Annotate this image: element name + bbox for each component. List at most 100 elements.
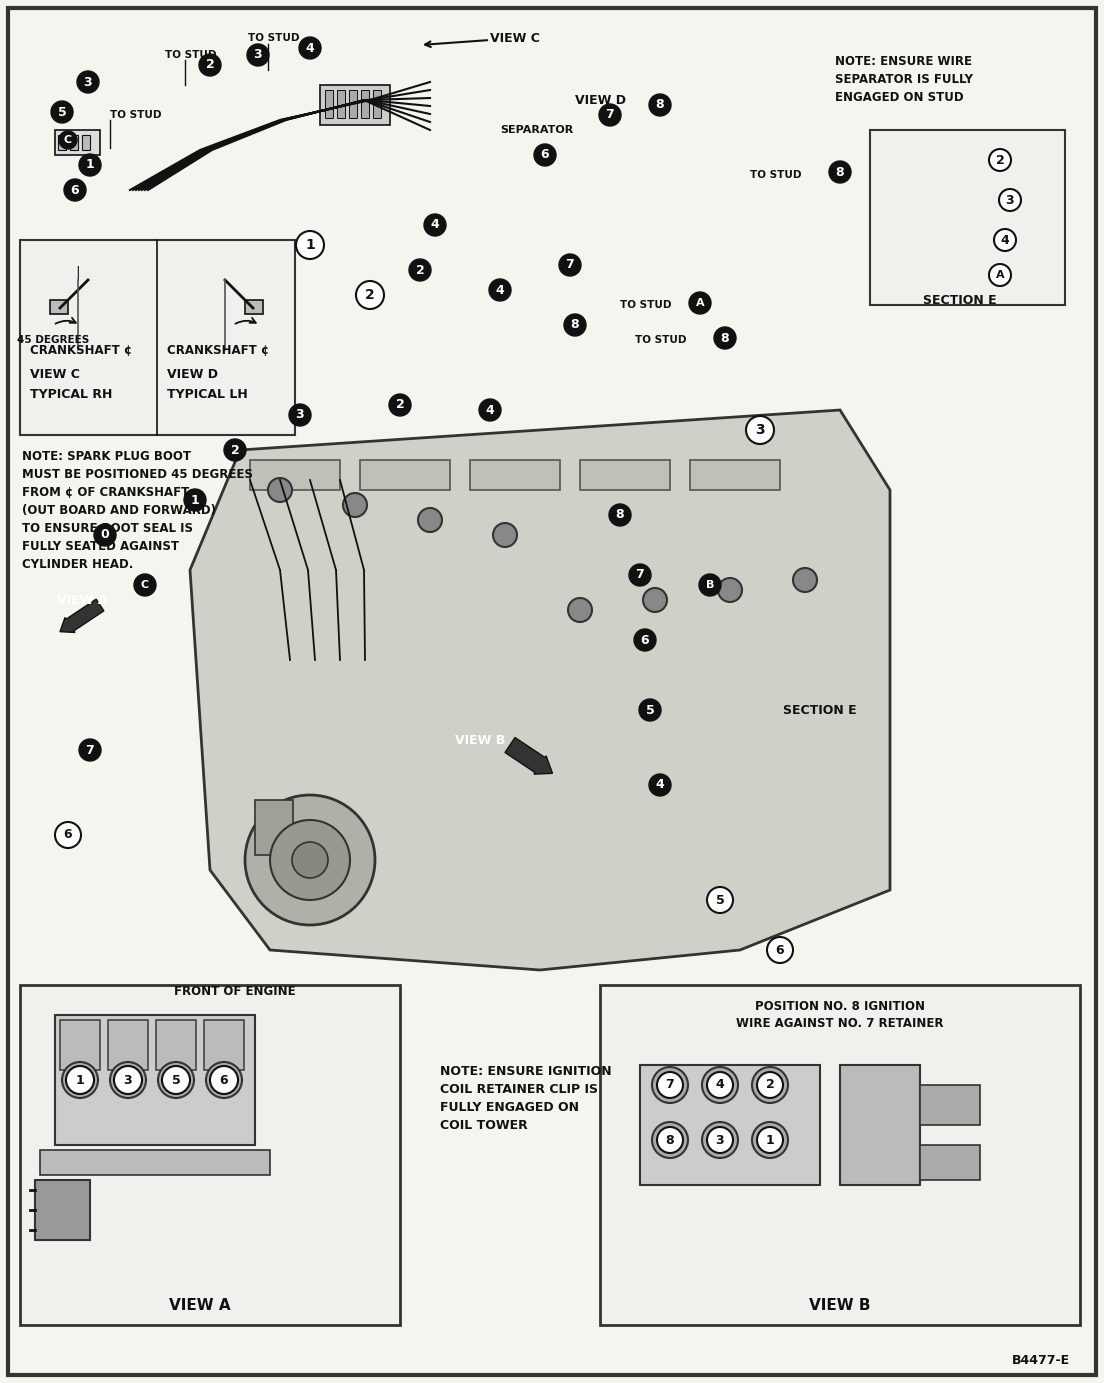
Circle shape	[999, 189, 1021, 212]
Circle shape	[162, 1066, 190, 1094]
Circle shape	[94, 524, 116, 546]
Bar	[245, 300, 263, 314]
Circle shape	[268, 479, 291, 502]
Bar	[840, 1065, 920, 1185]
Text: NOTE: ENSURE IGNITION
COIL RETAINER CLIP IS
FULLY ENGAGED ON
COIL TOWER: NOTE: ENSURE IGNITION COIL RETAINER CLIP…	[440, 1065, 612, 1133]
Bar	[250, 461, 340, 490]
Text: TO STUD: TO STUD	[620, 300, 671, 310]
Circle shape	[245, 795, 375, 925]
Bar	[40, 1151, 270, 1176]
Circle shape	[634, 629, 656, 651]
Text: 6: 6	[776, 943, 784, 957]
Circle shape	[210, 1066, 238, 1094]
Text: TO STUD: TO STUD	[164, 50, 216, 59]
Bar	[70, 136, 78, 149]
Circle shape	[79, 739, 100, 761]
Circle shape	[291, 842, 328, 878]
Text: FRONT OF ENGINE: FRONT OF ENGINE	[174, 985, 296, 999]
Text: VIEW D: VIEW D	[575, 94, 626, 106]
Circle shape	[59, 131, 77, 149]
Circle shape	[702, 1122, 737, 1158]
Text: C: C	[64, 136, 72, 145]
Circle shape	[599, 104, 620, 126]
Circle shape	[757, 1072, 783, 1098]
Text: VIEW C: VIEW C	[490, 32, 540, 44]
Text: SECTION E: SECTION E	[923, 293, 997, 307]
Text: 8: 8	[656, 98, 665, 112]
Text: 4: 4	[496, 284, 505, 296]
Text: 2: 2	[205, 58, 214, 72]
Text: 3: 3	[1006, 194, 1015, 206]
Bar	[373, 90, 381, 118]
Text: VIEW A: VIEW A	[169, 1297, 231, 1312]
Text: 3: 3	[84, 76, 93, 89]
Text: 4: 4	[431, 219, 439, 231]
Text: 4: 4	[306, 41, 315, 54]
Circle shape	[355, 281, 384, 308]
Bar	[320, 84, 390, 124]
Text: POSITION NO. 8 IGNITION
WIRE AGAINST NO. 7 RETAINER: POSITION NO. 8 IGNITION WIRE AGAINST NO.…	[736, 1000, 944, 1030]
Text: C: C	[141, 579, 149, 591]
Circle shape	[62, 1062, 98, 1098]
Text: 6: 6	[71, 184, 79, 196]
Bar	[255, 799, 293, 855]
Text: TYPICAL RH: TYPICAL RH	[30, 389, 113, 401]
Circle shape	[247, 44, 269, 66]
Text: CRANKSHAFT ¢: CRANKSHAFT ¢	[30, 343, 132, 357]
Bar	[640, 1065, 820, 1185]
Circle shape	[296, 231, 323, 259]
Text: |: |	[76, 266, 81, 279]
Text: 2: 2	[996, 154, 1005, 166]
Circle shape	[829, 160, 851, 183]
Text: 4: 4	[486, 404, 495, 416]
Circle shape	[408, 259, 431, 281]
Text: CRANKSHAFT ¢: CRANKSHAFT ¢	[167, 343, 269, 357]
Bar	[690, 461, 781, 490]
Circle shape	[989, 264, 1011, 286]
Text: TO STUD: TO STUD	[248, 33, 299, 43]
Text: 6: 6	[640, 633, 649, 646]
Circle shape	[639, 698, 661, 721]
Text: 5: 5	[171, 1073, 180, 1087]
Text: 1: 1	[766, 1134, 774, 1147]
Text: 5: 5	[715, 893, 724, 906]
Circle shape	[707, 1127, 733, 1153]
Bar	[599, 985, 1080, 1325]
Circle shape	[994, 230, 1016, 250]
Circle shape	[299, 37, 321, 59]
Bar	[20, 241, 295, 436]
Circle shape	[757, 1127, 783, 1153]
Text: 7: 7	[666, 1079, 675, 1091]
Circle shape	[707, 1072, 733, 1098]
Circle shape	[424, 214, 446, 236]
Text: SEPARATOR: SEPARATOR	[500, 124, 573, 136]
Circle shape	[657, 1072, 683, 1098]
Circle shape	[699, 574, 721, 596]
Circle shape	[184, 490, 206, 510]
Circle shape	[418, 508, 442, 532]
Text: 7: 7	[86, 744, 94, 757]
Text: 5: 5	[57, 105, 66, 119]
Circle shape	[559, 254, 581, 277]
Circle shape	[493, 523, 517, 548]
Text: A: A	[696, 297, 704, 308]
Circle shape	[134, 574, 156, 596]
Circle shape	[534, 144, 556, 166]
Text: B4477-E: B4477-E	[1012, 1354, 1070, 1366]
Bar	[360, 461, 450, 490]
Text: 4: 4	[656, 779, 665, 791]
Text: TO STUD: TO STUD	[110, 111, 161, 120]
Text: 8: 8	[836, 166, 845, 178]
Bar	[920, 1145, 980, 1180]
Text: 7: 7	[636, 568, 645, 581]
Text: 3: 3	[254, 48, 263, 61]
Bar	[361, 90, 369, 118]
Text: 8: 8	[571, 318, 580, 332]
Bar	[830, 40, 1080, 115]
Circle shape	[489, 279, 511, 301]
Text: VIEW B: VIEW B	[809, 1297, 871, 1312]
Bar	[580, 461, 670, 490]
Text: VIEW A: VIEW A	[56, 593, 107, 607]
Circle shape	[79, 154, 100, 176]
Text: 45 DEGREES: 45 DEGREES	[17, 335, 89, 344]
